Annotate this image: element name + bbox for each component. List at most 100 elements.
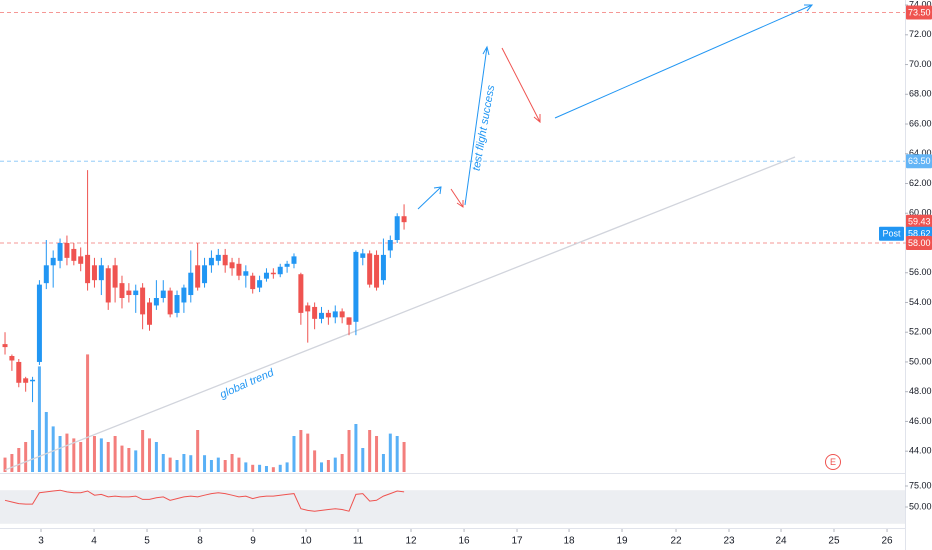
volume-bar xyxy=(3,457,7,472)
arrow-head xyxy=(804,4,814,12)
volume-bar xyxy=(306,433,310,472)
x-tick-label: 5 xyxy=(144,536,150,547)
volume-bar xyxy=(388,433,392,472)
candle-body xyxy=(229,262,235,269)
event-marker-label[interactable]: E xyxy=(830,457,836,467)
candle-body xyxy=(277,266,283,275)
candle-body xyxy=(380,254,386,281)
volume-bar xyxy=(395,436,399,472)
blue-arrows xyxy=(417,4,814,210)
volume-bar xyxy=(292,436,296,472)
volume-bar xyxy=(86,354,90,472)
volume-bar xyxy=(113,436,117,472)
candle-body xyxy=(346,317,352,325)
arrow xyxy=(417,186,442,210)
x-tick-label: 22 xyxy=(670,536,682,547)
arrow-head xyxy=(533,114,541,124)
candle-body xyxy=(195,265,201,288)
arrow-head xyxy=(482,45,490,56)
x-tick-label: 23 xyxy=(723,536,735,547)
price-badge-label: 59.43 xyxy=(908,217,931,227)
candle-body xyxy=(78,256,84,264)
candle-body xyxy=(57,242,63,261)
arrow-head xyxy=(456,200,464,208)
arrow xyxy=(464,46,488,206)
volume-bar xyxy=(175,460,179,472)
x-tick-label: 10 xyxy=(300,536,312,547)
candle-body xyxy=(270,272,276,275)
x-tick-label: 25 xyxy=(828,536,840,547)
y2-tick-label: 75.00 xyxy=(909,480,932,490)
candle-body xyxy=(9,356,15,361)
price-badge-label: 58.00 xyxy=(908,238,931,248)
x-tick-label: 19 xyxy=(616,536,628,547)
y-tick-label: 46.00 xyxy=(909,416,932,426)
candle-body xyxy=(298,274,304,313)
volume-bar xyxy=(65,433,69,472)
candle-body xyxy=(147,302,153,325)
candle-body xyxy=(133,290,139,296)
y-tick-label: 56.00 xyxy=(909,267,932,277)
volume-bar xyxy=(99,438,103,472)
candle-body xyxy=(215,254,221,261)
volume-bar xyxy=(313,450,317,472)
price-tag-label: Post xyxy=(882,229,901,239)
candle-body xyxy=(208,257,214,266)
candle-body xyxy=(250,275,256,290)
volume-bar xyxy=(127,448,131,472)
volume-bar xyxy=(223,460,227,472)
candle-body xyxy=(257,280,263,288)
event-marker[interactable] xyxy=(825,454,841,470)
background-layer xyxy=(0,12,905,524)
candle-body xyxy=(91,265,97,281)
candle-body xyxy=(50,257,56,266)
volume-bar xyxy=(381,454,385,472)
candle-body xyxy=(98,265,104,281)
volume-bar xyxy=(106,442,110,472)
x-tick-label: 3 xyxy=(38,536,44,547)
volume-bar xyxy=(320,462,324,472)
volume-bar xyxy=(134,450,138,472)
candle-body xyxy=(140,287,146,315)
price-badge-label: 73.50 xyxy=(908,7,931,17)
y-tick-label: 48.00 xyxy=(909,386,932,396)
candle-body xyxy=(160,290,166,299)
candle-body xyxy=(312,306,318,319)
price-badge xyxy=(906,214,932,229)
volume-bar xyxy=(58,436,62,472)
volume-bar xyxy=(37,366,41,472)
candle-body xyxy=(30,379,36,382)
y-tick-label: 66.00 xyxy=(909,118,932,128)
x-tick-label: 16 xyxy=(458,536,470,547)
x-tick-label: 9 xyxy=(250,536,256,547)
price-badge xyxy=(906,235,932,250)
candle-body xyxy=(85,254,91,284)
candle-body xyxy=(36,284,42,362)
volume-bar xyxy=(154,442,158,472)
candle-body xyxy=(2,344,8,348)
volume-bar xyxy=(120,445,124,472)
volume-bar xyxy=(354,424,358,472)
price-badge xyxy=(906,154,932,169)
volume-bar xyxy=(402,442,406,472)
x-tick-label: 17 xyxy=(511,536,523,547)
candle-body xyxy=(325,312,331,318)
arrow xyxy=(450,188,464,208)
volume-bar xyxy=(237,457,241,472)
candle-body xyxy=(291,256,297,264)
candle-body xyxy=(43,265,49,284)
candle-body xyxy=(188,272,194,296)
volume-bar xyxy=(285,462,289,472)
candle-body xyxy=(64,242,70,258)
volume-bar xyxy=(361,448,365,472)
volume-bar xyxy=(347,430,351,472)
y-tick-label: 72.00 xyxy=(909,29,932,39)
candle-body xyxy=(174,295,180,313)
price-badge xyxy=(906,5,932,20)
arrow xyxy=(554,4,813,119)
candle-body xyxy=(119,283,125,299)
volume-bar xyxy=(258,464,262,472)
y-tick-label: 60.00 xyxy=(909,208,932,218)
volume-bar xyxy=(79,442,83,472)
